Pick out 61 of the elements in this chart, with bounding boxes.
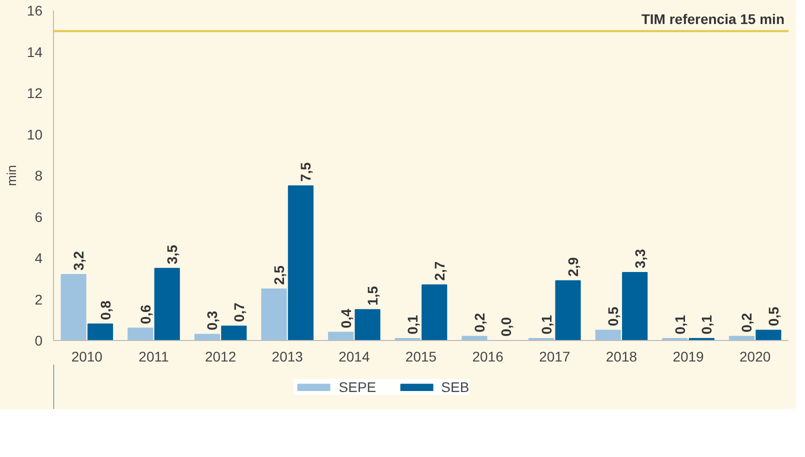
data-label: 7,5 <box>298 162 314 182</box>
legend-label: SEB <box>441 378 470 394</box>
y-tick-label: 8 <box>34 168 43 184</box>
data-label: 1,5 <box>364 286 381 306</box>
y-tick-label: 14 <box>26 44 43 60</box>
data-label: 0,4 <box>338 308 354 328</box>
x-tick-label: 2012 <box>204 348 236 364</box>
x-tick-label: 2011 <box>138 348 169 364</box>
data-label: 2,5 <box>271 265 287 285</box>
data-label: 0,5 <box>605 306 622 326</box>
bar <box>261 288 287 340</box>
x-tick-label: 2015 <box>405 348 437 364</box>
y-tick-label: 10 <box>26 126 43 142</box>
bar <box>595 330 621 340</box>
y-tick-label: 4 <box>34 250 43 266</box>
y-axis-title: min <box>4 165 19 186</box>
bar <box>221 326 247 340</box>
bar <box>622 272 648 340</box>
legend-label: SEPE <box>338 378 376 394</box>
bar <box>555 280 581 340</box>
x-tick-label: 2020 <box>740 348 771 364</box>
y-tick-label: 2 <box>34 291 43 308</box>
data-label: 0,0 <box>498 316 514 336</box>
x-tick-label: 2010 <box>71 348 103 364</box>
bar <box>87 324 114 340</box>
data-label: 0,5 <box>765 306 782 326</box>
data-label: 2,9 <box>565 257 581 277</box>
bar <box>154 268 180 340</box>
data-label: 0,3 <box>204 310 220 330</box>
data-label: 0,2 <box>738 312 755 332</box>
data-label: 3,5 <box>164 244 180 264</box>
x-tick-label: 2013 <box>272 348 304 364</box>
bar <box>422 284 448 340</box>
x-tick-label: 2016 <box>472 348 504 364</box>
bar <box>128 328 154 340</box>
x-tick-label: 2014 <box>338 348 370 364</box>
data-label: 0,7 <box>230 302 247 322</box>
y-tick-label: 6 <box>34 208 43 225</box>
data-label: 2,7 <box>431 261 448 281</box>
data-label: 3,2 <box>70 250 87 270</box>
data-label: 0,8 <box>97 300 114 320</box>
y-tick-label: 0 <box>34 332 43 348</box>
data-label: 0,1 <box>538 314 554 334</box>
data-label: 0,6 <box>137 304 154 324</box>
x-tick-label: 2018 <box>606 348 638 364</box>
bar <box>60 274 86 340</box>
bar <box>288 185 314 340</box>
bar <box>354 309 380 340</box>
data-label: 0,1 <box>672 314 688 334</box>
data-label: 3,3 <box>632 248 648 268</box>
bar <box>328 332 354 340</box>
data-label: 0,1 <box>404 314 421 334</box>
bar <box>194 334 220 340</box>
ref-line-label: TIM referencia 15 min <box>641 11 785 28</box>
bar <box>756 330 782 340</box>
y-tick-label: 16 <box>26 2 43 18</box>
x-tick-label: 2017 <box>539 348 570 364</box>
y-tick-label: 12 <box>26 85 43 101</box>
data-label: 0,2 <box>471 312 488 332</box>
data-label: 0,1 <box>698 314 715 334</box>
x-tick-label: 2019 <box>672 348 704 364</box>
